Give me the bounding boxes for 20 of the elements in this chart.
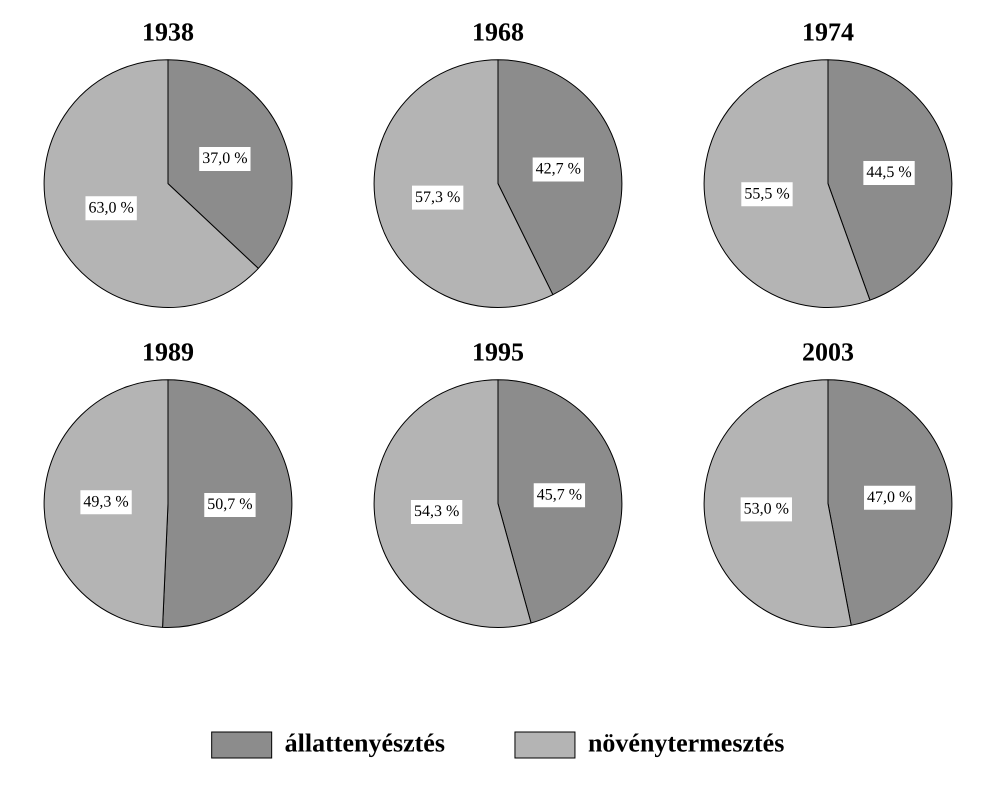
- legend-label: állattenyésztés: [284, 728, 445, 758]
- data-label: 45,7 %: [536, 486, 582, 504]
- data-label: 57,3 %: [415, 188, 460, 206]
- data-label: 47,0 %: [867, 488, 912, 506]
- chart-title: 1974: [802, 17, 854, 46]
- data-label: 53,0 %: [744, 500, 789, 518]
- data-label: 54,3 %: [414, 503, 460, 520]
- chart-title: 2003: [802, 337, 854, 366]
- legend-label: növénytermesztés: [588, 728, 784, 758]
- data-label: 50,7 %: [207, 496, 253, 514]
- chart-title: 1995: [472, 337, 524, 366]
- data-label: 37,0 %: [202, 150, 248, 168]
- chart-title: 1968: [472, 17, 524, 46]
- data-label: 42,7 %: [536, 160, 581, 178]
- chart-title: 1989: [142, 337, 194, 366]
- data-label: 49,3 %: [83, 493, 129, 510]
- data-label: 55,5 %: [744, 185, 790, 202]
- data-label: 44,5 %: [866, 164, 912, 182]
- chart-title: 1938: [142, 17, 194, 46]
- data-label: 63,0 %: [88, 199, 134, 216]
